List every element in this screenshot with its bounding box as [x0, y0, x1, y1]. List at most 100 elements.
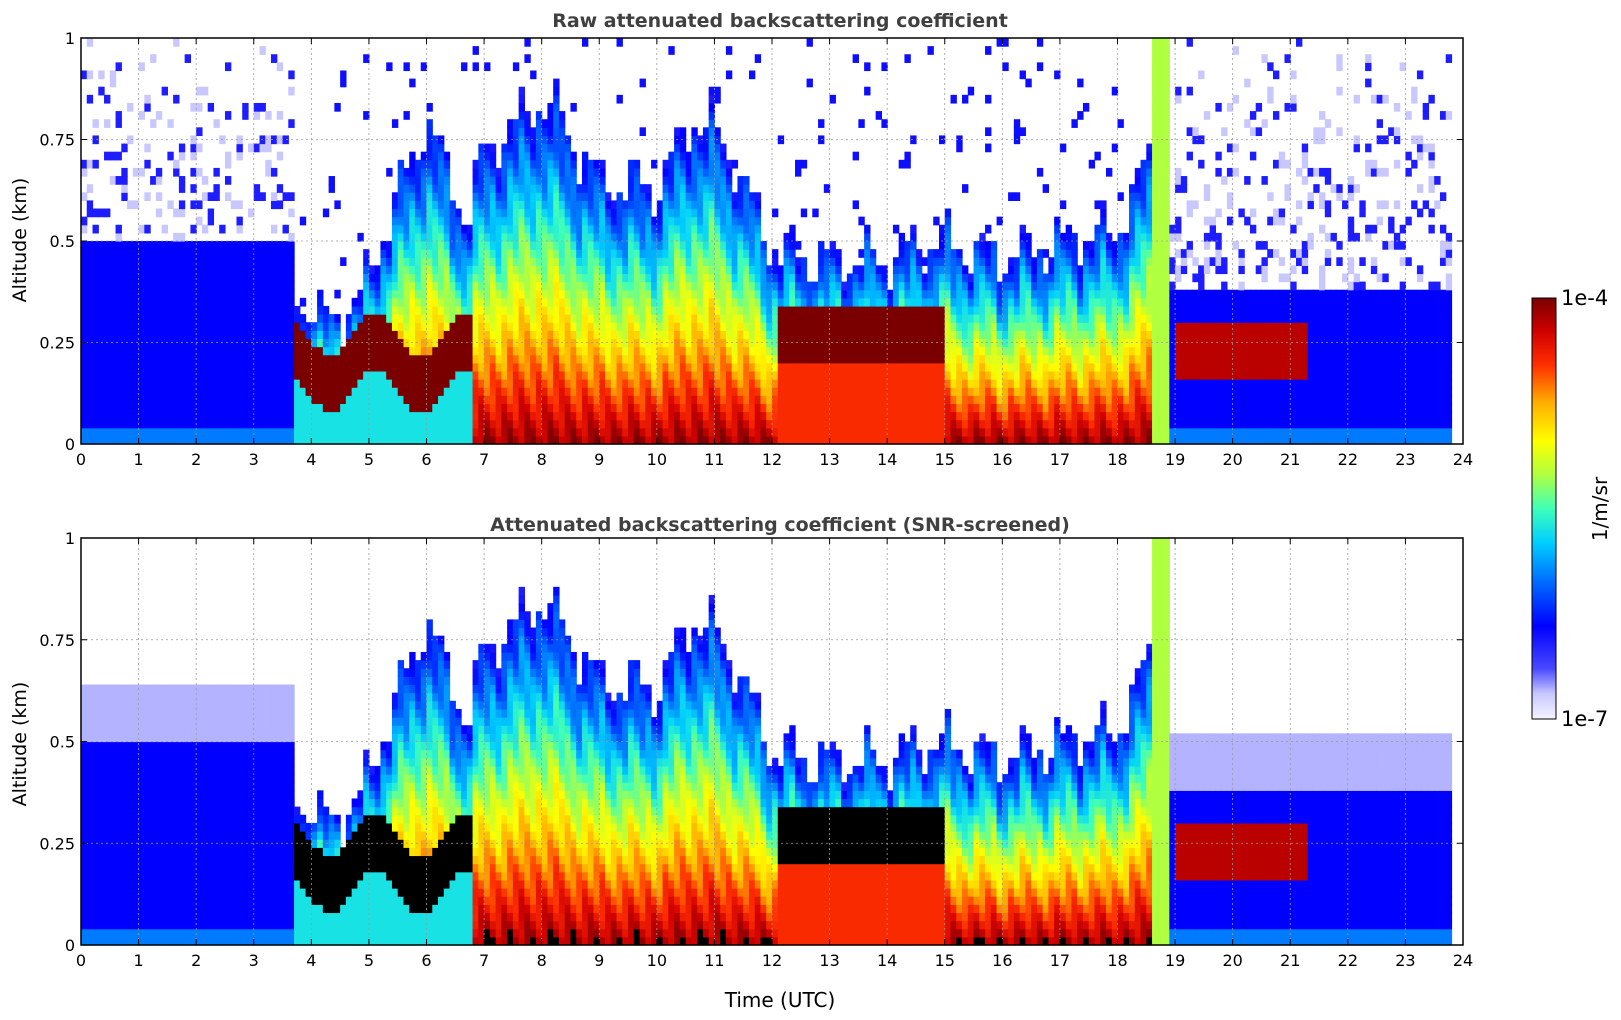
- heatmap-cell: [86, 370, 94, 380]
- heatmap-cell: [737, 257, 744, 266]
- heatmap-cell: [1025, 305, 1032, 315]
- heatmap-cell: [812, 395, 819, 404]
- heatmap-cell: [962, 184, 969, 193]
- heatmap-cell: [795, 403, 802, 413]
- heatmap-cell: [472, 216, 479, 226]
- heatmap-cell: [605, 387, 612, 396]
- heatmap-cell: [478, 314, 485, 323]
- heatmap-cell: [645, 305, 652, 315]
- heatmap-cell: [599, 289, 606, 299]
- heatmap-cell: [674, 216, 681, 226]
- heatmap-cell: [743, 370, 750, 380]
- heatmap-cell: [996, 435, 1003, 445]
- heatmap-cell: [357, 305, 364, 315]
- heatmap-cell: [558, 176, 566, 185]
- heatmap-cell: [167, 257, 174, 266]
- heatmap-cell: [720, 200, 727, 210]
- heatmap-cell: [501, 427, 508, 437]
- heatmap-cell: [950, 305, 957, 315]
- heatmap-cell: [547, 167, 554, 177]
- heatmap-cell: [443, 297, 451, 307]
- heatmap-cell: [115, 62, 122, 72]
- heatmap-cell: [132, 346, 140, 356]
- heatmap-cell: [714, 314, 721, 323]
- heatmap-cell: [691, 395, 698, 404]
- heatmap-cell: [858, 330, 865, 340]
- heatmap-cell: [691, 257, 698, 266]
- heatmap-cell: [242, 322, 249, 331]
- heatmap-cell: [236, 338, 243, 348]
- heatmap-cell: [380, 346, 387, 356]
- heatmap-cell: [115, 176, 122, 185]
- heatmap-cell: [247, 427, 255, 437]
- heatmap-cell: [472, 208, 479, 218]
- heatmap-cell: [518, 411, 525, 421]
- heatmap-cell: [691, 411, 698, 421]
- heatmap-cell: [196, 338, 203, 348]
- heatmap-cell: [190, 419, 197, 429]
- heatmap-cell: [628, 232, 635, 242]
- heatmap-cell: [276, 265, 284, 275]
- heatmap-cell: [777, 338, 785, 348]
- heatmap-cell: [127, 427, 134, 437]
- heatmap-cell: [414, 395, 422, 404]
- heatmap-cell: [576, 249, 583, 258]
- heatmap-cell: [86, 305, 94, 315]
- heatmap-cell: [858, 346, 865, 356]
- heatmap-cell: [645, 411, 652, 421]
- heatmap-cell: [910, 241, 917, 250]
- heatmap-cell: [662, 330, 669, 340]
- heatmap-cell: [737, 216, 744, 226]
- heatmap-cell: [282, 224, 289, 234]
- heatmap-cell: [904, 411, 911, 421]
- heatmap-cell: [299, 387, 307, 396]
- heatmap-cell: [633, 184, 641, 193]
- heatmap-cell: [127, 135, 134, 145]
- heatmap-cell: [345, 354, 353, 364]
- heatmap-cell: [829, 387, 836, 396]
- heatmap-cell: [1036, 273, 1044, 283]
- heatmap-cell: [679, 427, 687, 437]
- heatmap-cell: [869, 411, 877, 421]
- heatmap-cell: [368, 314, 376, 323]
- heatmap-cell: [1054, 427, 1061, 437]
- heatmap-cell: [841, 305, 848, 315]
- heatmap-cell: [478, 419, 485, 429]
- heatmap-cell: [564, 346, 572, 356]
- heatmap-cell: [368, 281, 376, 291]
- heatmap-cell: [144, 192, 151, 201]
- heatmap-cell: [489, 346, 497, 356]
- heatmap-cell: [789, 289, 796, 299]
- heatmap-cell: [368, 370, 376, 380]
- heatmap-cell: [881, 265, 888, 275]
- heatmap-cell: [748, 305, 756, 315]
- heatmap-cell: [253, 330, 261, 340]
- heatmap-cell: [910, 135, 917, 145]
- heatmap-cell: [242, 403, 249, 413]
- heatmap-cell: [173, 38, 180, 47]
- heatmap-cell: [869, 281, 877, 291]
- heatmap-cell: [547, 354, 554, 364]
- heatmap-cell: [259, 192, 266, 201]
- heatmap-cell: [386, 387, 393, 396]
- heatmap-cell: [512, 305, 520, 315]
- heatmap-cell: [138, 346, 145, 356]
- heatmap-cell: [224, 159, 232, 169]
- heatmap-cell: [697, 143, 704, 153]
- heatmap-cell: [697, 224, 704, 234]
- heatmap-cell: [783, 289, 790, 299]
- heatmap-cell: [484, 192, 491, 201]
- heatmap-cell: [276, 370, 284, 380]
- heatmap-cell: [979, 241, 986, 250]
- heatmap-cell: [570, 362, 577, 372]
- heatmap-cell: [581, 305, 589, 315]
- heatmap-cell: [616, 257, 623, 266]
- heatmap-cell: [213, 241, 220, 250]
- heatmap-cell: [420, 362, 428, 372]
- heatmap-cell: [806, 354, 813, 364]
- heatmap-cell: [605, 346, 612, 356]
- heatmap-cell: [875, 370, 883, 380]
- heatmap-cell: [950, 330, 957, 340]
- heatmap-cell: [835, 370, 842, 380]
- heatmap-cell: [1019, 395, 1026, 404]
